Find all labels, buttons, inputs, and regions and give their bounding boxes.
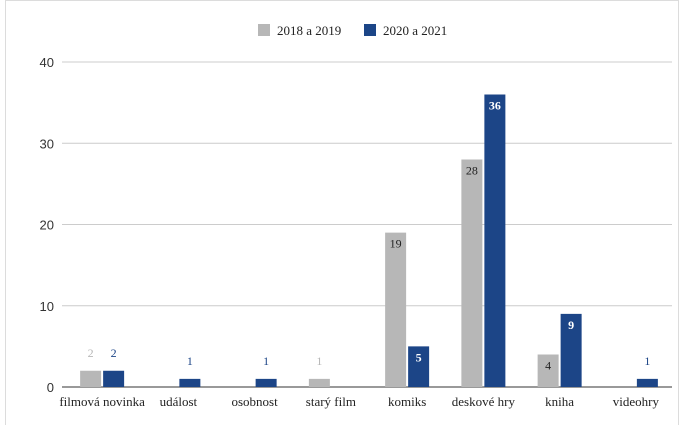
data-label: 2	[88, 346, 94, 360]
bar	[308, 378, 330, 387]
data-label: 19	[390, 237, 402, 251]
category-label: událost	[160, 394, 198, 409]
bar	[408, 346, 430, 387]
category-label: videohry	[613, 394, 660, 409]
y-tick-label: 20	[40, 218, 54, 233]
x-axis: filmová novinka událost osobnost starý film…	[59, 394, 659, 409]
bar	[461, 159, 483, 387]
category-label: deskové hry	[452, 394, 516, 409]
legend-entry: 2018 a 2019	[277, 23, 341, 38]
bar	[560, 313, 582, 387]
bar	[255, 378, 277, 387]
category-label: kniha	[545, 394, 574, 409]
y-tick-label: 0	[47, 380, 54, 395]
data-label: 5	[416, 350, 422, 364]
data-label: 28	[466, 164, 478, 178]
bar	[103, 370, 125, 387]
bars	[80, 94, 658, 387]
legend: 2018 a 2019 2020 a 2021	[258, 23, 447, 38]
bar	[484, 94, 506, 387]
gridlines	[62, 61, 672, 388]
data-labels: 2 2 1 1 1 19 5 28 36 4 9 1	[88, 99, 651, 373]
legend-entry: 2020 a 2021	[383, 23, 447, 38]
category-label: komiks	[388, 394, 426, 409]
data-label: 1	[187, 354, 193, 368]
data-label: 9	[568, 318, 574, 332]
bar	[636, 378, 658, 387]
category-label: filmová novinka	[59, 394, 145, 409]
bar	[80, 370, 102, 387]
legend-swatch	[364, 24, 376, 36]
data-label: 1	[644, 354, 650, 368]
y-tick-label: 10	[40, 299, 54, 314]
bar	[385, 232, 407, 387]
y-tick-label: 40	[40, 55, 54, 70]
y-axis: 0 10 20 30 40	[40, 55, 54, 395]
category-label: osobnost	[232, 394, 279, 409]
legend-swatch	[258, 24, 270, 36]
data-label: 1	[316, 354, 322, 368]
bar	[537, 354, 559, 387]
data-label: 1	[263, 354, 269, 368]
chart-frame	[5, 0, 679, 425]
data-label: 2	[111, 346, 117, 360]
data-label: 4	[545, 359, 551, 373]
y-tick-label: 30	[40, 136, 54, 151]
category-label: starý film	[306, 394, 356, 409]
bar	[179, 378, 201, 387]
data-label: 36	[489, 99, 501, 113]
